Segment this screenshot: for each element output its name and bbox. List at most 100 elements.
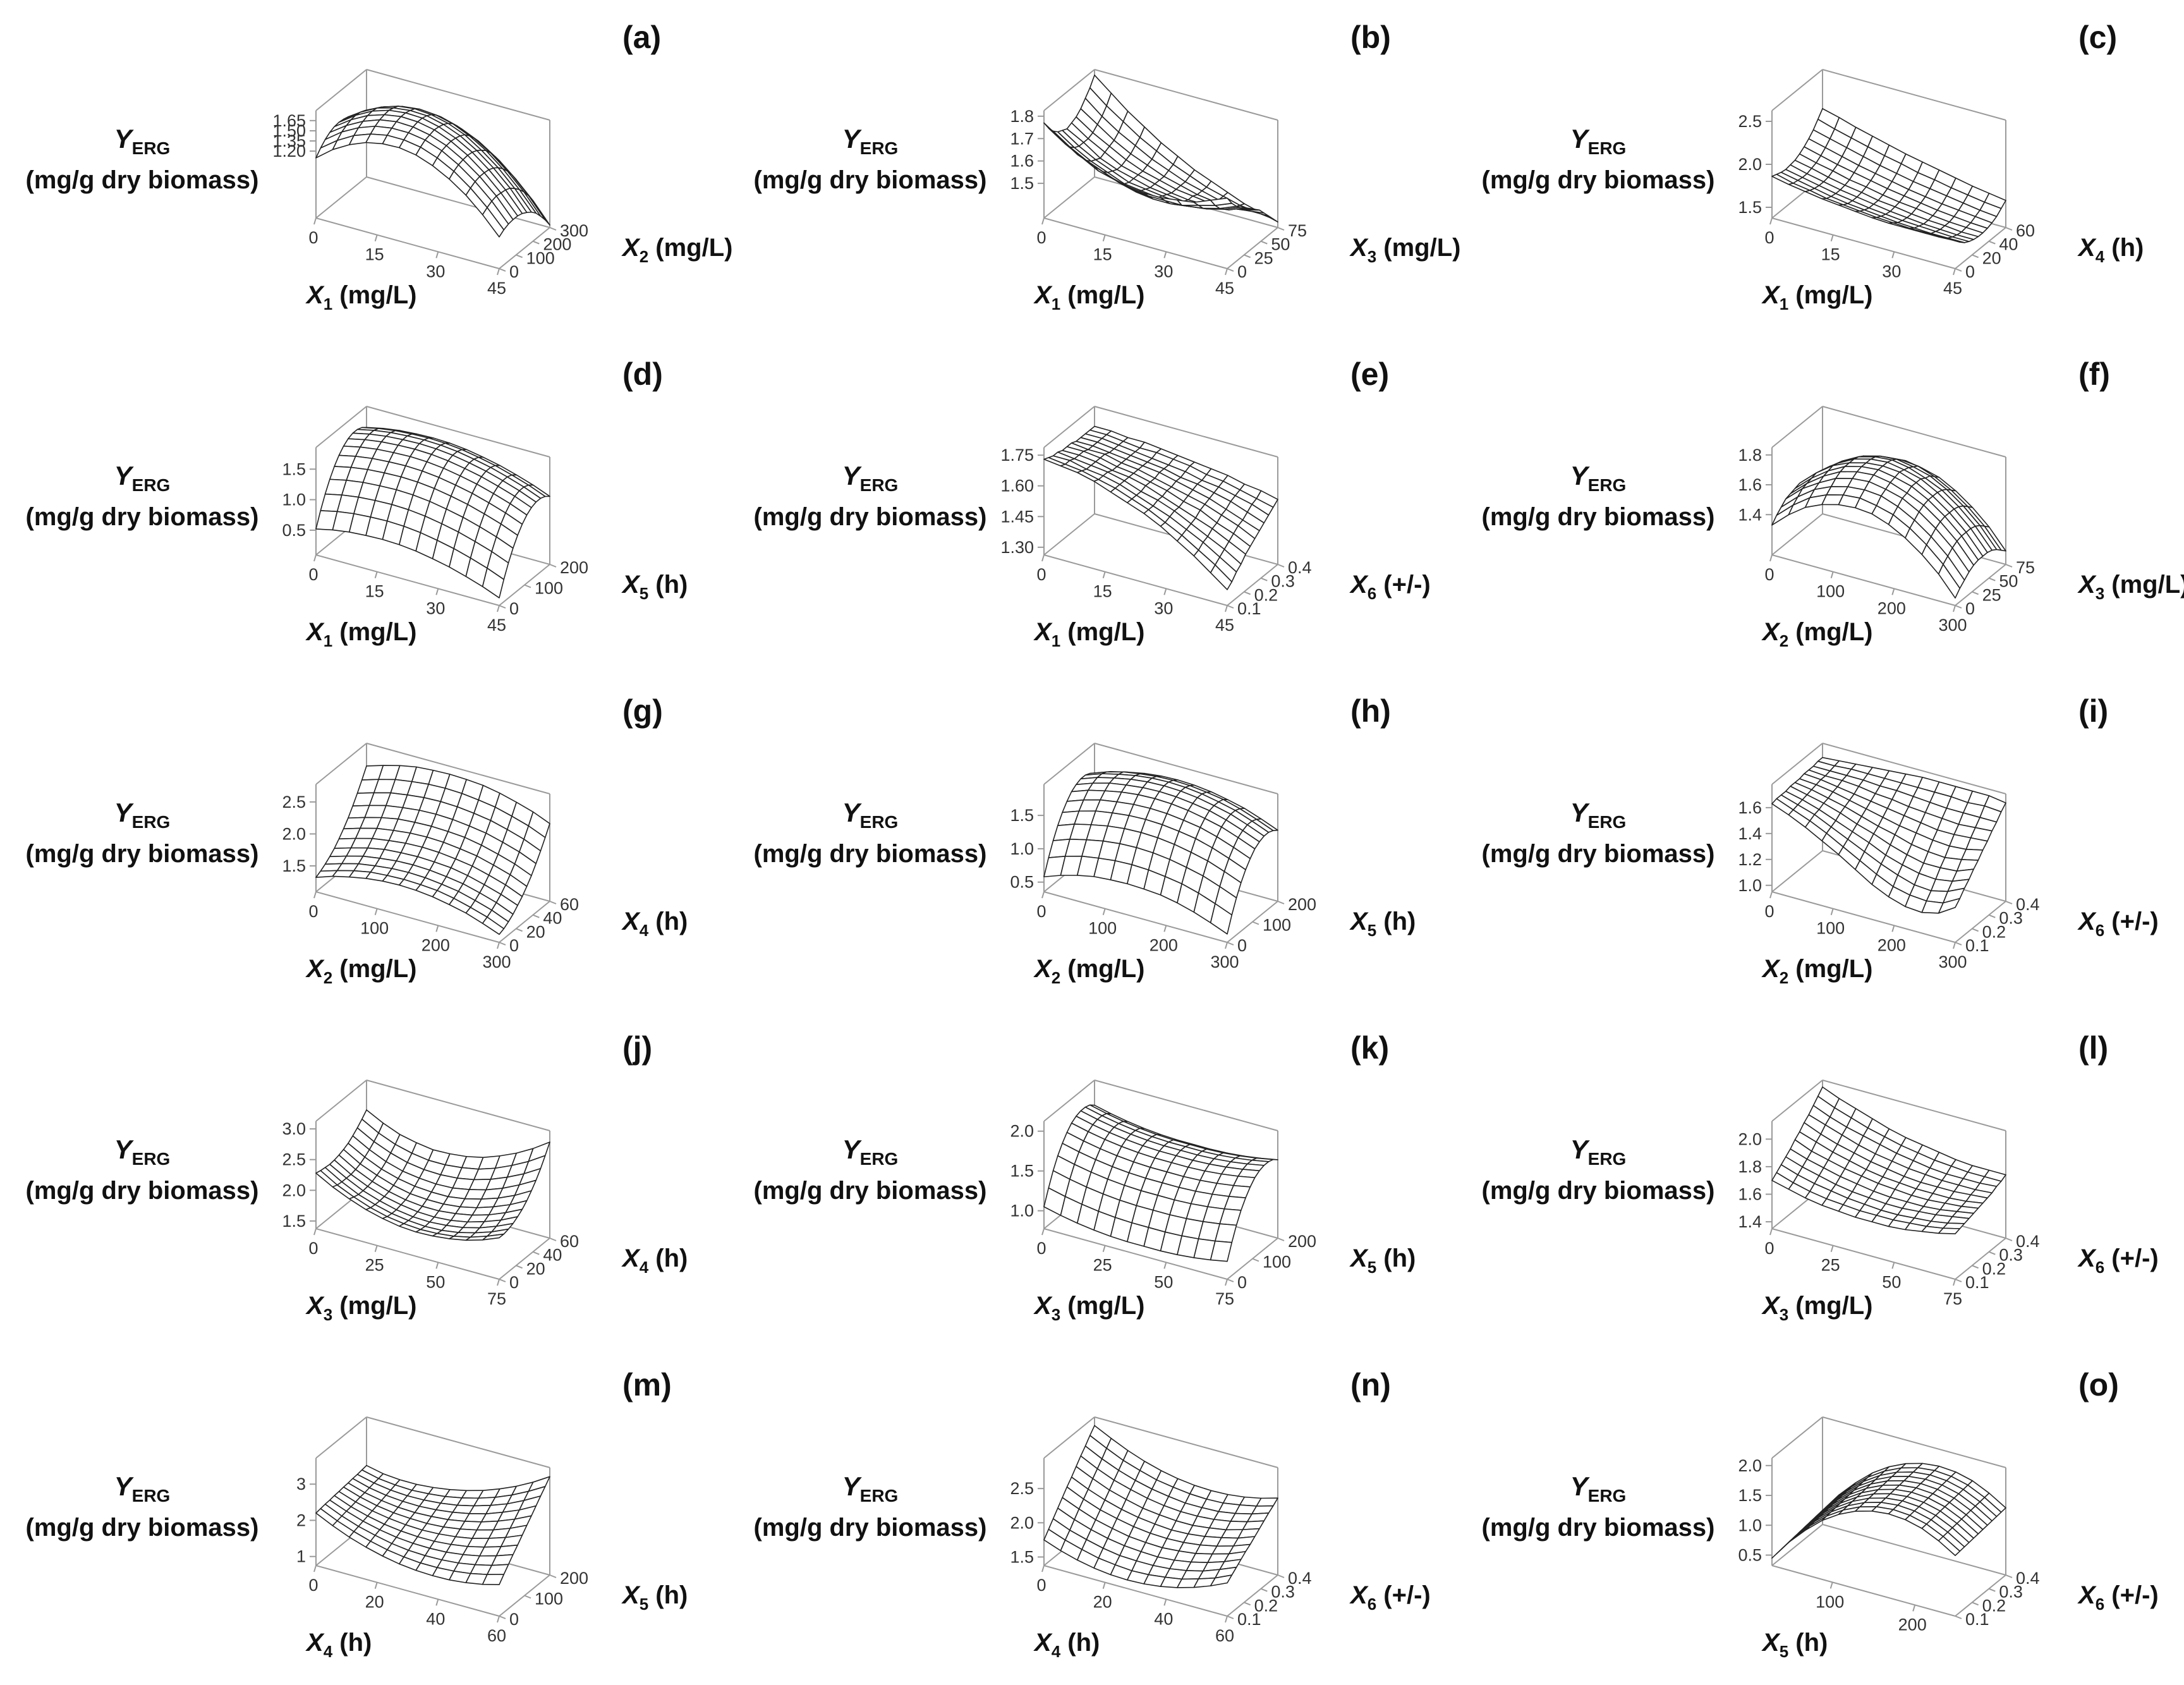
surface-plot-panel: YERG (mg/g dry biomass) (c) 1.5 2.0 2.5 0 15 30 4… [1456, 0, 2184, 337]
x-tick-mark [1163, 588, 1167, 595]
z-tick-label: 0.4 [1288, 558, 1312, 577]
y-axis-label: YERG (mg/g dry biomass) [734, 460, 1006, 533]
z-tick-label: 0.1 [1965, 1610, 1989, 1629]
axis-box-edge [1227, 1574, 1278, 1617]
x-axis-subscript: 3 [1051, 1305, 1061, 1324]
x-tick-label: 45 [487, 616, 506, 635]
z-tick-label: 200 [543, 235, 571, 254]
x-tick-mark [1830, 908, 1834, 915]
surface-mesh [315, 1109, 550, 1241]
z-tick-mark [516, 928, 523, 932]
panel-letter: (b) [1350, 20, 1391, 55]
z-axis-symbol: X [2078, 234, 2096, 262]
z-tick-label: 20 [526, 922, 545, 941]
x-tick-mark [1102, 1582, 1106, 1589]
y-axis-symbol: Y [1570, 798, 1588, 827]
y-axis-label: YERG (mg/g dry biomass) [1462, 1471, 1734, 1543]
y-axis-subscript: ERG [859, 1149, 899, 1169]
z-axis-unit: (+/-) [2104, 1244, 2159, 1272]
x-axis-symbol: X [306, 955, 324, 983]
z-tick-mark [1955, 1279, 1962, 1282]
x-tick-mark [1953, 1279, 1956, 1286]
y-axis-label: YERG (mg/g dry biomass) [734, 1471, 1006, 1543]
x-axis-symbol: X [1034, 281, 1052, 309]
z-axis-symbol: X [622, 908, 640, 935]
z-tick-mark [1227, 268, 1234, 272]
z-tick-label: 20 [1982, 248, 2001, 267]
y-axis-symbol: Y [1570, 1134, 1588, 1164]
axis-box-edge [1955, 901, 2006, 943]
surface-plot-svg: 1.5 2.0 2.5 0 20 40 600.10.20.30.4 [1010, 1416, 1312, 1645]
z-axis-label: X6 (+/-) [2078, 908, 2159, 940]
z-tick-label: 100 [535, 1590, 563, 1609]
z-tick-mark [1988, 577, 1996, 581]
z-axis-label: X4 (h) [622, 1244, 688, 1277]
z-tick-label: 60 [2016, 221, 2035, 240]
axis-box-edge [499, 227, 550, 269]
x-tick-label: 200 [422, 935, 450, 954]
panel-letter: (l) [2078, 1030, 2109, 1066]
x-axis-symbol: X [1762, 618, 1780, 646]
z-tick-label: 50 [1271, 235, 1290, 254]
surface-cell [1210, 197, 1233, 206]
axis-box-edge [1043, 743, 1095, 785]
x-axis-label: X1 (mg/L) [1034, 281, 1144, 314]
z-axis-symbol: X [1350, 1581, 1368, 1609]
surface-plot-panel: YERG (mg/g dry biomass) (i) 1.0 1.2 1.4 1.6 0 10… [1456, 674, 2184, 1011]
surface-cell [1210, 1240, 1233, 1262]
x-axis-subscript: 2 [1051, 968, 1061, 987]
z-tick-label: 0.2 [1982, 922, 2006, 941]
x-axis-symbol: X [306, 618, 324, 646]
axis-box-edge [1771, 1416, 1823, 1459]
surface-plot-panel: YERG (mg/g dry biomass) (n) 1.5 2.0 2.5 0 20 40 6… [728, 1347, 1456, 1684]
y-tick-label: 1.6 [1738, 1185, 1762, 1204]
surface-cell [1210, 903, 1233, 935]
x-axis-unit: (mg/L) [1788, 281, 1873, 309]
x-tick-label: 30 [426, 599, 445, 617]
x-tick-mark [1769, 891, 1773, 899]
y-axis-subscript: ERG [131, 1149, 171, 1169]
surface-cell [1938, 1227, 1961, 1234]
z-tick-mark [1227, 1615, 1234, 1619]
axis-box-edge [1955, 564, 2006, 606]
y-axis-label: YERG (mg/g dry biomass) [734, 123, 1006, 196]
surface-mesh [1043, 75, 1278, 222]
x-axis-symbol: X [306, 1629, 324, 1657]
x-tick-label: 60 [487, 1626, 506, 1645]
y-tick-label: 2.0 [282, 1181, 306, 1200]
z-tick-label: 0.3 [1271, 1583, 1295, 1602]
z-axis-unit: (+/-) [1376, 1581, 1431, 1609]
axis-box-edge [1771, 743, 1823, 785]
z-tick-mark [1972, 591, 1979, 595]
y-axis-subscript: ERG [1587, 812, 1627, 832]
z-tick-mark [1955, 942, 1962, 946]
x-axis-subscript: 2 [1779, 631, 1789, 650]
x-tick-mark [1225, 942, 1228, 949]
y-axis-unit: (mg/g dry biomass) [1481, 503, 1715, 531]
z-tick-label: 0 [509, 936, 519, 955]
z-axis-unit: (h) [648, 571, 688, 599]
z-tick-mark [516, 254, 523, 259]
x-axis-subscript: 2 [1779, 968, 1789, 987]
y-tick-label: 1.6 [1010, 152, 1034, 171]
y-tick-label: 1.5 [282, 856, 306, 875]
x-axis-label: X3 (mg/L) [1034, 1292, 1144, 1325]
z-axis-label: X3 (mg/L) [1350, 234, 1460, 267]
axis-box-edge [366, 743, 550, 794]
x-tick-label: 25 [1093, 1256, 1112, 1275]
x-tick-label: 0 [308, 228, 318, 247]
x-tick-mark [1769, 554, 1773, 562]
y-axis-symbol: Y [1570, 124, 1588, 154]
z-tick-label: 0.3 [1271, 572, 1295, 591]
y-tick-label: 1.0 [1738, 1516, 1762, 1535]
z-axis-label: X5 (h) [622, 571, 688, 604]
x-axis-unit: (mg/L) [332, 1292, 417, 1320]
y-tick-label: 1.5 [1738, 198, 1762, 217]
z-axis-unit: (h) [648, 1581, 688, 1609]
surface-plot-panel: YERG (mg/g dry biomass) (g) 1.5 2.0 2.5 0 100 20… [0, 674, 728, 1011]
surface-plot-panel: YERG (mg/g dry biomass) (k) 1.0 1.5 2.0 0 25 50 7… [728, 1011, 1456, 1347]
y-tick-label: 2.0 [1738, 155, 1762, 174]
surface-plot-panel: YERG (mg/g dry biomass) (b) 1.5 1.6 1.7 1.8 0 15… [728, 0, 1461, 337]
z-tick-mark [549, 901, 557, 904]
